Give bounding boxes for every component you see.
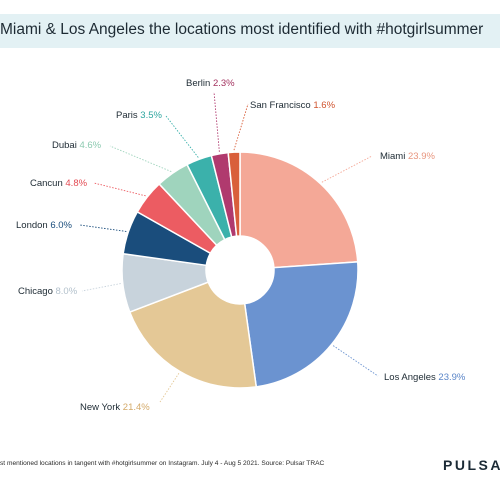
slice-label-name: New York [80,402,123,413]
leader-line [321,155,373,183]
slice-label-value: 23.9% [408,151,435,162]
slice-miami [239,151,359,269]
brand-logo: PULSAR [443,457,500,473]
slice-label-name: Chicago [18,286,56,297]
slice-label: Dubai 4.6% [52,140,102,151]
slice-label: London 6.0% [16,220,73,231]
slice-label: Cancun 4.8% [30,178,88,189]
slice-label-value: 2.3% [213,78,235,89]
slice-san-francisco [227,151,241,237]
slice-label-name: London [16,220,50,231]
chart-title: Miami & Los Angeles the locations most i… [0,21,484,38]
slice-label: Miami 23.9% [380,151,435,162]
slice-label-name: Berlin [186,78,213,89]
slice-label-value: 4.6% [79,140,101,151]
slice-label-value: 21.4% [123,402,150,413]
leader-line [109,145,172,173]
leader-line [332,345,379,377]
leader-line [81,283,121,292]
title-banner [0,14,500,48]
leader-line [213,91,220,152]
slice-label: Los Angeles 23.9% [384,372,466,383]
leader-line [93,182,146,197]
slice-label-name: Miami [380,151,408,162]
slice-los-angeles [243,261,359,388]
slice-label-name: Dubai [52,140,79,151]
slice-label-value: 8.0% [56,286,78,297]
slice-label: Paris 3.5% [116,110,163,121]
slice-label-name: Paris [116,110,140,121]
slice-label-name: Los Angeles [384,372,438,383]
slice-label-value: 6.0% [50,220,72,231]
slice-label-name: Cancun [30,178,65,189]
slice-label-name: San Francisco [250,100,313,111]
slice-label-value: 4.8% [65,178,87,189]
leader-line [165,115,199,158]
leader-line [79,224,127,232]
slice-label-value: 3.5% [140,110,162,121]
slice-label: San Francisco 1.6% [250,100,336,111]
slice-label: Chicago 8.0% [18,286,78,297]
slice-label-value: 23.9% [438,372,465,383]
source-footnote: st mentioned locations in tangent with #… [0,460,325,467]
slice-label: New York 21.4% [80,402,150,413]
slice-new-york [128,281,258,389]
slice-label-value: 1.6% [313,100,335,111]
leader-line [233,103,249,151]
slice-label: Berlin 2.3% [186,78,235,89]
leader-line [159,373,180,403]
